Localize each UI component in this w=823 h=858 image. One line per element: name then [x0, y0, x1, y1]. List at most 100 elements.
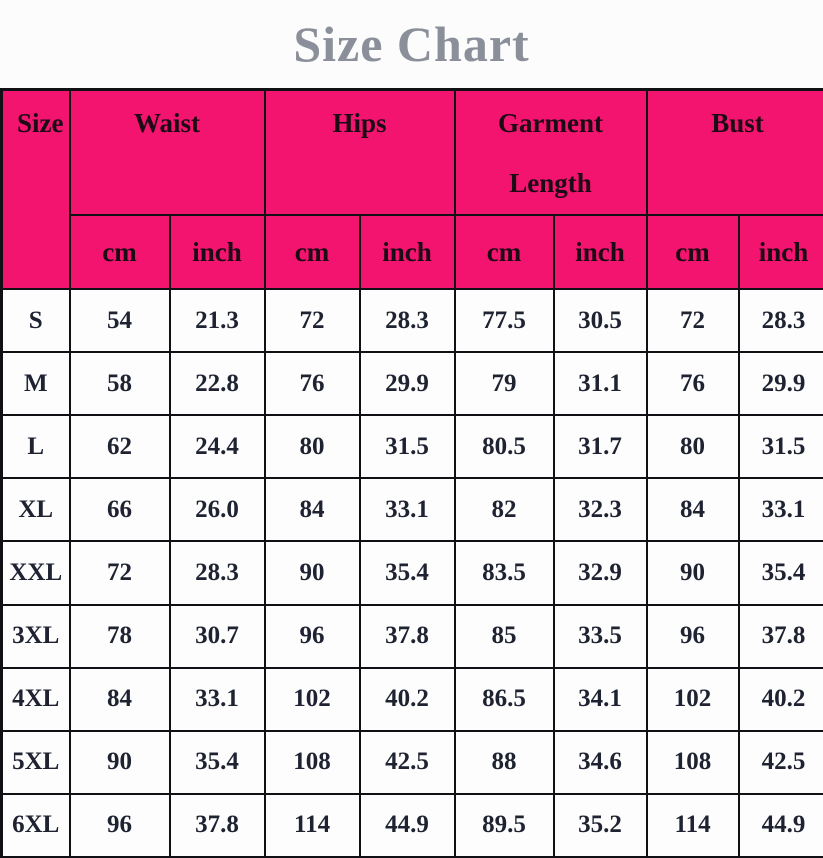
value-cell: 102 — [263, 666, 361, 732]
value-cell: 76 — [645, 351, 740, 417]
value-cell: 28.3 — [358, 287, 456, 354]
value-cell: 80 — [645, 414, 740, 480]
value-cell: 96 — [263, 603, 361, 669]
value-cell: 77.5 — [453, 287, 555, 354]
value-cell: 37.8 — [737, 603, 823, 669]
value-cell: 24.4 — [168, 414, 266, 480]
unit-header-waist-cm: cm — [68, 214, 171, 290]
value-cell: 29.9 — [358, 351, 456, 417]
size-cell: M — [0, 351, 71, 417]
value-cell: 33.1 — [168, 666, 266, 732]
value-cell: 37.8 — [358, 603, 456, 669]
table-row-4xl: 4XL 84 33.1 102 40.2 86.5 34.1 102 40.2 — [0, 666, 823, 732]
value-cell: 78 — [68, 603, 171, 669]
value-cell: 58 — [68, 351, 171, 417]
value-cell: 31.5 — [358, 414, 456, 480]
value-cell: 35.4 — [737, 540, 823, 606]
value-cell: 85 — [453, 603, 555, 669]
value-cell: 37.8 — [168, 792, 266, 858]
table-row-s: S 54 21.3 72 28.3 77.5 30.5 72 28.3 — [0, 287, 823, 354]
col-group-garment-length: Garment Length — [453, 88, 648, 216]
value-cell: 26.0 — [168, 477, 266, 543]
unit-header-hips-inch: inch — [358, 214, 456, 290]
value-cell: 40.2 — [358, 666, 456, 732]
value-cell: 90 — [263, 540, 361, 606]
value-cell: 44.9 — [737, 792, 823, 858]
table-row-3xl: 3XL 78 30.7 96 37.8 85 33.5 96 37.8 — [0, 603, 823, 669]
size-cell: 5XL — [0, 729, 71, 795]
size-cell: 3XL — [0, 603, 71, 669]
value-cell: 33.1 — [358, 477, 456, 543]
value-cell: 72 — [645, 287, 740, 354]
value-cell: 80.5 — [453, 414, 555, 480]
value-cell: 89.5 — [453, 792, 555, 858]
value-cell: 35.4 — [168, 729, 266, 795]
col-group-waist: Waist — [68, 88, 266, 216]
value-cell: 72 — [263, 287, 361, 354]
col-header-size: Size — [0, 88, 71, 290]
value-cell: 66 — [68, 477, 171, 543]
table-row-l: L 62 24.4 80 31.5 80.5 31.7 80 31.5 — [0, 414, 823, 480]
unit-header-hips-cm: cm — [263, 214, 361, 290]
value-cell: 84 — [68, 666, 171, 732]
value-cell: 80 — [263, 414, 361, 480]
value-cell: 30.5 — [552, 287, 648, 354]
value-cell: 84 — [645, 477, 740, 543]
size-cell: 4XL — [0, 666, 71, 732]
value-cell: 72 — [68, 540, 171, 606]
col-group-hips: Hips — [263, 88, 456, 216]
table-row-m: M 58 22.8 76 29.9 79 31.1 76 29.9 — [0, 351, 823, 417]
table-row-5xl: 5XL 90 35.4 108 42.5 88 34.6 108 42.5 — [0, 729, 823, 795]
value-cell: 83.5 — [453, 540, 555, 606]
value-cell: 90 — [645, 540, 740, 606]
value-cell: 32.9 — [552, 540, 648, 606]
value-cell: 114 — [263, 792, 361, 858]
value-cell: 88 — [453, 729, 555, 795]
table-row-6xl: 6XL 96 37.8 114 44.9 89.5 35.2 114 44.9 — [0, 792, 823, 858]
value-cell: 84 — [263, 477, 361, 543]
value-cell: 30.7 — [168, 603, 266, 669]
value-cell: 21.3 — [168, 287, 266, 354]
value-cell: 22.8 — [168, 351, 266, 417]
size-cell: XXL — [0, 540, 71, 606]
value-cell: 31.1 — [552, 351, 648, 417]
value-cell: 31.5 — [737, 414, 823, 480]
value-cell: 28.3 — [168, 540, 266, 606]
size-chart-table: Size Waist Hips Garment Length Bust cm i… — [0, 88, 823, 858]
value-cell: 42.5 — [358, 729, 456, 795]
value-cell: 31.7 — [552, 414, 648, 480]
table-row-xl: XL 66 26.0 84 33.1 82 32.3 84 33.1 — [0, 477, 823, 543]
value-cell: 102 — [645, 666, 740, 732]
size-cell: L — [0, 414, 71, 480]
unit-header-garment-cm: cm — [453, 214, 555, 290]
value-cell: 40.2 — [737, 666, 823, 732]
value-cell: 86.5 — [453, 666, 555, 732]
value-cell: 96 — [645, 603, 740, 669]
value-cell: 79 — [453, 351, 555, 417]
value-cell: 28.3 — [737, 287, 823, 354]
value-cell: 62 — [68, 414, 171, 480]
value-cell: 108 — [263, 729, 361, 795]
value-cell: 34.6 — [552, 729, 648, 795]
col-group-bust: Bust — [645, 88, 823, 216]
unit-header-row: cm inch cm inch cm inch cm inch — [2, 214, 823, 290]
value-cell: 82 — [453, 477, 555, 543]
value-cell: 114 — [645, 792, 740, 858]
size-cell: S — [0, 287, 71, 354]
value-cell: 34.1 — [552, 666, 648, 732]
page-title: Size Chart — [293, 16, 530, 72]
page-title-container: Size Chart — [0, 0, 823, 88]
value-cell: 32.3 — [552, 477, 648, 543]
unit-header-bust-inch: inch — [737, 214, 823, 290]
group-header-row: Size Waist Hips Garment Length Bust — [0, 88, 823, 290]
value-cell: 76 — [263, 351, 361, 417]
unit-header-garment-inch: inch — [552, 214, 648, 290]
value-cell: 35.2 — [552, 792, 648, 858]
value-cell: 33.5 — [552, 603, 648, 669]
value-cell: 108 — [645, 729, 740, 795]
value-cell: 42.5 — [737, 729, 823, 795]
value-cell: 33.1 — [737, 477, 823, 543]
value-cell: 54 — [68, 287, 171, 354]
unit-header-waist-inch: inch — [168, 214, 266, 290]
